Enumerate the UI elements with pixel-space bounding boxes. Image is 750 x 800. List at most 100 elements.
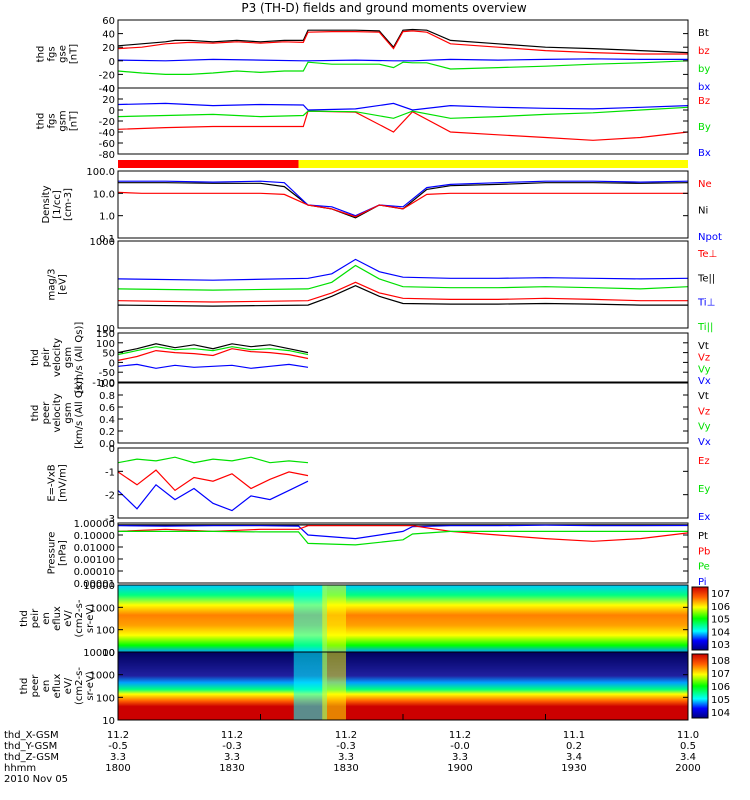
ephemeris-value: 1830 bbox=[219, 763, 244, 774]
ephemeris-label: thd_Z-GSM bbox=[4, 752, 59, 763]
series-line-Vz bbox=[117, 348, 309, 361]
ephemeris-label: thd_Y-GSM bbox=[4, 741, 57, 752]
series-line-Ez bbox=[117, 469, 309, 492]
colorbar-tick-label: 104 bbox=[711, 708, 730, 719]
legend-entry: Ex bbox=[698, 512, 710, 523]
y-tick-label: 100.0 bbox=[86, 167, 115, 178]
y-tick-label: 1000 bbox=[90, 603, 115, 614]
series-line-Pi bbox=[117, 524, 689, 540]
legend-entry: Vy bbox=[698, 422, 711, 433]
ephemeris-value: 3.3 bbox=[224, 752, 240, 763]
colorbar-tick-label: 105 bbox=[711, 695, 730, 706]
y-axis-label: thdfgsgse[nT] bbox=[36, 44, 80, 64]
colorbar-tick-label: 107 bbox=[711, 589, 730, 600]
peer_eflux-spectrogram bbox=[118, 652, 688, 720]
series-line-Te|| bbox=[117, 285, 688, 307]
y-tick-label: 50 bbox=[102, 349, 115, 360]
y-tick-label: 20 bbox=[102, 95, 115, 106]
series-line-Vx bbox=[117, 363, 309, 369]
density-frame bbox=[117, 170, 689, 239]
ephemeris-value: -0.0 bbox=[450, 741, 470, 752]
y-axis-label: thdpeirenefluxeV/(cm2-s-sr-eV) bbox=[19, 599, 96, 637]
spectrogram-feature bbox=[322, 585, 346, 652]
y-tick-label: 1.00000 bbox=[74, 519, 115, 530]
y-tick-label: 100 bbox=[96, 693, 115, 704]
y-tick-label: 10 bbox=[102, 648, 115, 659]
mode-segment bbox=[298, 160, 688, 168]
ephemeris-value: 11.1 bbox=[563, 730, 585, 741]
temperature-panel: 1000 100 mag/3[eV] Te⊥ Te|| Ti⊥ Ti|| bbox=[47, 237, 718, 335]
y-tick-label: 0.6 bbox=[99, 403, 115, 414]
y-axis-label: thdfgsgsm[nT] bbox=[36, 110, 80, 131]
legend-entry: Ne bbox=[698, 179, 712, 190]
y-tick-label: -20 bbox=[99, 70, 115, 81]
ephemeris-value: 11.2 bbox=[107, 730, 129, 741]
temperature-frame bbox=[117, 240, 689, 329]
peer_eflux-colorbar bbox=[691, 653, 709, 719]
y-tick-label: 10000 bbox=[83, 581, 115, 592]
peer_eflux-panel: 108 107 106 105 104 10000 1000 100 10 thdpeerenef… bbox=[19, 648, 730, 727]
mode_bar-panel bbox=[118, 160, 688, 168]
series-line-bx bbox=[117, 58, 688, 62]
legend-entry: Te|| bbox=[697, 273, 715, 284]
peer_velocity-frame bbox=[117, 382, 689, 444]
ephemeris-value: 0.2 bbox=[566, 741, 582, 752]
y-tick-label: -50 bbox=[99, 368, 115, 379]
series-line-Ex bbox=[117, 480, 309, 512]
y-tick-label: -100 bbox=[92, 378, 115, 389]
density-panel: 100.0 10.0 1.0 0.1 Density[1/cc][cm-3] Ne Ni Np… bbox=[41, 167, 722, 245]
legend-entry: Ti⊥ bbox=[697, 298, 715, 309]
series-line-Ne bbox=[117, 191, 688, 218]
legend-entry: Pb bbox=[698, 546, 710, 557]
y-tick-label: 20 bbox=[102, 43, 115, 54]
legend-entry: Bz bbox=[698, 96, 710, 107]
ephemeris-value: 0.5 bbox=[680, 741, 696, 752]
series-line-by bbox=[117, 60, 689, 75]
ephemeris-value: -0.3 bbox=[222, 741, 242, 752]
y-tick-label: 150 bbox=[96, 329, 115, 340]
ephemeris-value: 3.3 bbox=[110, 752, 126, 763]
series-line-By bbox=[117, 106, 689, 119]
y-tick-label: 1.0 bbox=[99, 379, 115, 390]
legend-entry: Ni bbox=[698, 206, 708, 217]
series-line-Bx bbox=[117, 102, 689, 111]
legend-entry: Ez bbox=[698, 456, 710, 467]
series-line-Vt bbox=[117, 343, 309, 354]
y-axis-label: mag/3[eV] bbox=[47, 269, 69, 301]
plot-title: P3 (TH-D) fields and ground moments over… bbox=[241, 1, 526, 15]
legend-entry: Ey bbox=[698, 484, 710, 495]
legend-entry: Vx bbox=[698, 376, 711, 387]
y-tick-label: 0.8 bbox=[99, 391, 115, 402]
y-tick-label: 10.0 bbox=[93, 189, 115, 200]
peer_velocity-panel: 1.00.80.60.40.20.0 thdpeervelocitygsm[km/… bbox=[30, 377, 711, 450]
colorbar-tick-label: 103 bbox=[711, 640, 730, 651]
y-tick-label: 0 bbox=[109, 57, 115, 68]
y-tick-label: 100 bbox=[96, 339, 115, 350]
y-tick-label: -80 bbox=[99, 150, 115, 161]
ephemeris-value: 11.2 bbox=[335, 730, 357, 741]
y-tick-label: -2 bbox=[105, 491, 115, 502]
y-tick-label: 1000 bbox=[90, 671, 115, 682]
y-tick-label: -40 bbox=[99, 128, 115, 139]
ephemeris-value: 3.4 bbox=[566, 752, 582, 763]
legend-entry: Ti|| bbox=[697, 322, 713, 333]
peir_velocity-panel: 150100500-50-100thdpeirvelocitygsm[km/s … bbox=[30, 322, 711, 394]
legend-entry: Bt bbox=[698, 28, 709, 39]
series-line-bz bbox=[117, 30, 688, 55]
y-tick-label: 0.00001 bbox=[74, 579, 115, 590]
legend-entry: Pi bbox=[698, 577, 707, 588]
legend-entry: bx bbox=[698, 82, 710, 93]
y-tick-label: 0 bbox=[109, 106, 115, 117]
series-line-Ni bbox=[118, 182, 689, 219]
y-tick-label: 0 bbox=[109, 358, 115, 369]
ephemeris-value: 3.3 bbox=[452, 752, 468, 763]
y-tick-label: 0.0 bbox=[99, 439, 115, 450]
y-tick-label: 0.1 bbox=[99, 234, 115, 245]
series-line-Pe bbox=[118, 530, 688, 546]
spectrogram-feature bbox=[293, 652, 327, 720]
y-tick-label: -20 bbox=[99, 117, 115, 128]
peir_eflux-colorbar bbox=[691, 586, 709, 651]
ephemeris-value: 1930 bbox=[561, 763, 586, 774]
